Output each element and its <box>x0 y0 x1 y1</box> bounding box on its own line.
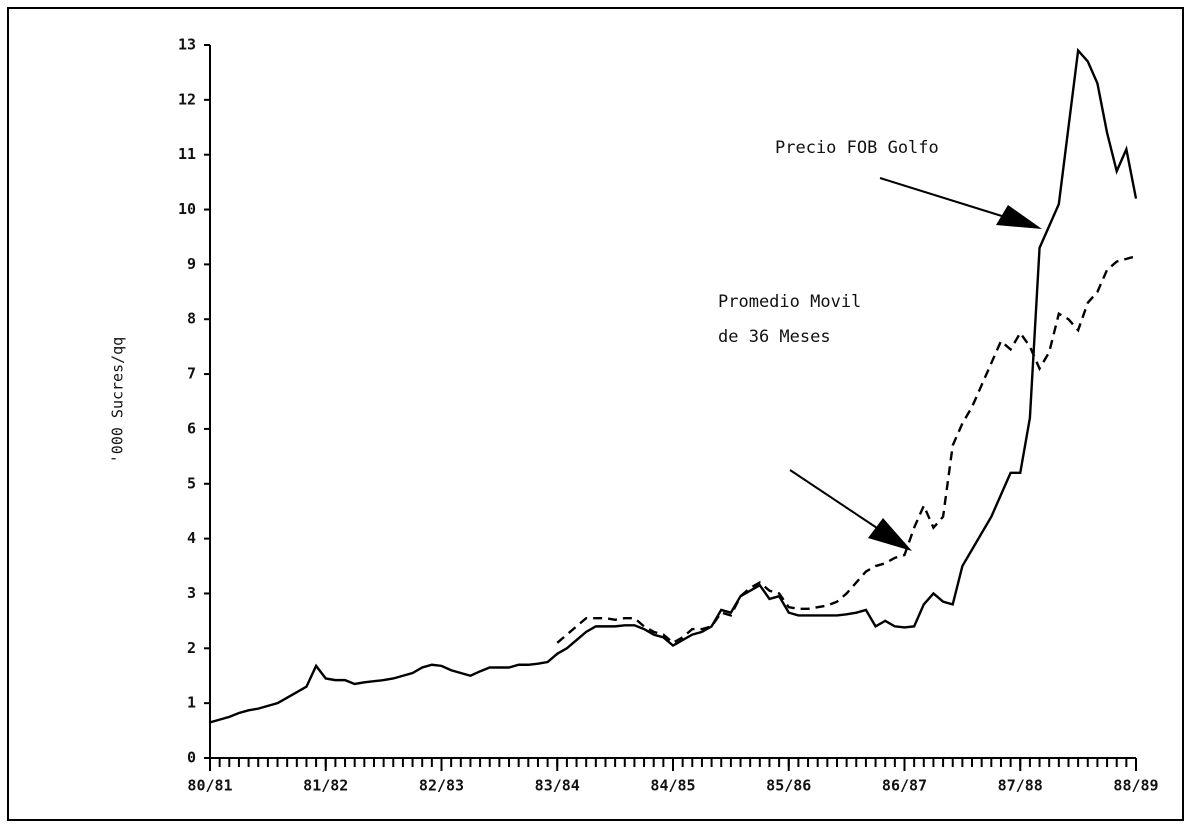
x-tick-label: 83/84 <box>535 777 580 795</box>
y-tick-label: 12 <box>178 90 196 108</box>
y-tick-label: 1 <box>187 694 196 712</box>
y-tick-label: 6 <box>187 419 196 437</box>
x-tick-label: 80/81 <box>187 777 232 795</box>
arrow <box>879 177 1006 218</box>
data-line <box>556 255 1137 645</box>
data-line <box>209 47 1138 724</box>
annotation: de 36 Meses <box>718 327 831 347</box>
y-tick-label: 9 <box>187 255 196 273</box>
y-tick-label: 2 <box>187 639 196 657</box>
arrow <box>789 469 881 531</box>
y-tick-label: 10 <box>178 200 196 218</box>
x-tick-label: 86/87 <box>882 777 927 795</box>
y-tick-label: 3 <box>187 584 196 602</box>
y-tick-label: 0 <box>187 749 196 767</box>
y-axis-label: '000 Sucres/qq <box>109 337 127 463</box>
x-tick-label: 82/83 <box>419 777 464 795</box>
x-tick-label: 84/85 <box>650 777 695 795</box>
y-tick-label: 13 <box>178 36 196 54</box>
y-tick-label: 11 <box>178 145 196 163</box>
x-tick-label: 81/82 <box>303 777 348 795</box>
y-tick-label: 5 <box>187 474 196 492</box>
x-tick-label: 87/88 <box>998 777 1043 795</box>
frame <box>7 7 1184 821</box>
arrow-head <box>868 518 912 551</box>
y-tick-label: 8 <box>187 310 196 328</box>
x-tick-label: 88/89 <box>1113 777 1158 795</box>
annotation: Promedio Movil <box>718 292 861 312</box>
annotation: Precio FOB Golfo <box>775 138 939 158</box>
x-tick-label: 85/86 <box>766 777 811 795</box>
y-tick-label: 7 <box>187 365 196 383</box>
y-tick-label: 4 <box>187 529 196 547</box>
arrow-head <box>996 205 1042 229</box>
